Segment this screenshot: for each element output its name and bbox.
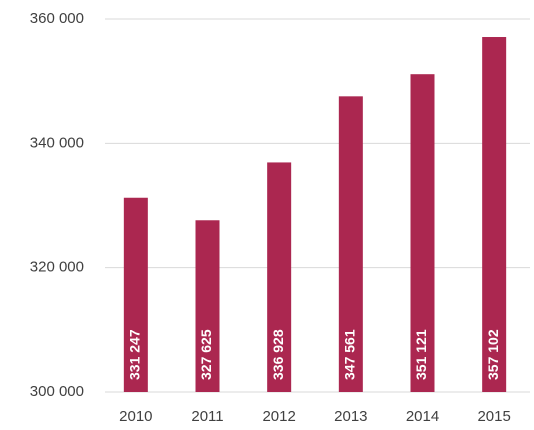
x-tick-label: 2012 xyxy=(262,408,295,425)
bar xyxy=(338,96,363,393)
x-tick-label: 2014 xyxy=(406,408,439,425)
y-tick-label: 360 000 xyxy=(30,10,84,27)
bar xyxy=(410,74,435,392)
y-tick-label: 340 000 xyxy=(30,134,84,151)
bar xyxy=(267,162,292,392)
x-tick-label: 2015 xyxy=(477,408,510,425)
y-tick-label: 320 000 xyxy=(30,259,84,276)
y-tick-label: 300 000 xyxy=(30,383,84,400)
value-label: 347 561 xyxy=(342,329,358,380)
bar xyxy=(482,37,507,392)
x-tick-label: 2013 xyxy=(334,408,367,425)
x-tick-label: 2010 xyxy=(119,408,152,425)
x-tick-label: 2011 xyxy=(191,408,223,425)
value-label: 331 247 xyxy=(127,329,143,380)
value-label: 327 625 xyxy=(198,329,214,380)
bar xyxy=(195,220,220,392)
value-label: 336 928 xyxy=(270,329,286,380)
bar xyxy=(123,197,148,392)
value-label: 351 121 xyxy=(413,329,429,380)
value-label: 357 102 xyxy=(485,329,501,380)
